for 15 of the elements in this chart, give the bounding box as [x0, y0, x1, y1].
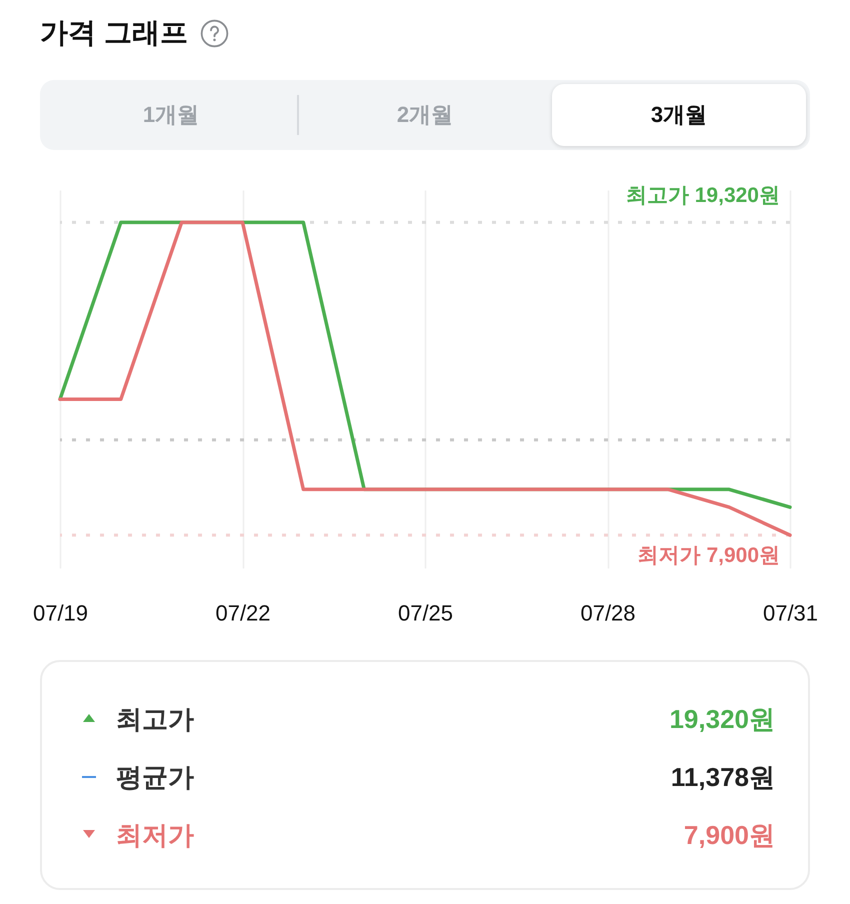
x-tick-label: 07/22	[215, 600, 271, 626]
ref-line-label: 최고가 19,320원	[626, 184, 780, 208]
x-tick-label: 07/31	[762, 600, 818, 626]
x-tick-label: 07/19	[32, 600, 88, 626]
period-tabs: 1개월 2개월 3개월	[40, 80, 810, 150]
text: 평균가	[116, 761, 194, 794]
x-tick-label: 07/25	[398, 600, 454, 626]
text: 7,900원	[684, 819, 775, 852]
chart-title: 가격 그래프	[40, 16, 188, 50]
text: 최저가	[116, 819, 194, 852]
text: 11,378원	[670, 761, 775, 794]
text: 19,320원	[669, 703, 775, 736]
ref-line-label: 최저가 7,900원	[638, 544, 780, 568]
text: 최고가	[116, 703, 194, 736]
x-tick-label: 07/28	[580, 600, 636, 626]
